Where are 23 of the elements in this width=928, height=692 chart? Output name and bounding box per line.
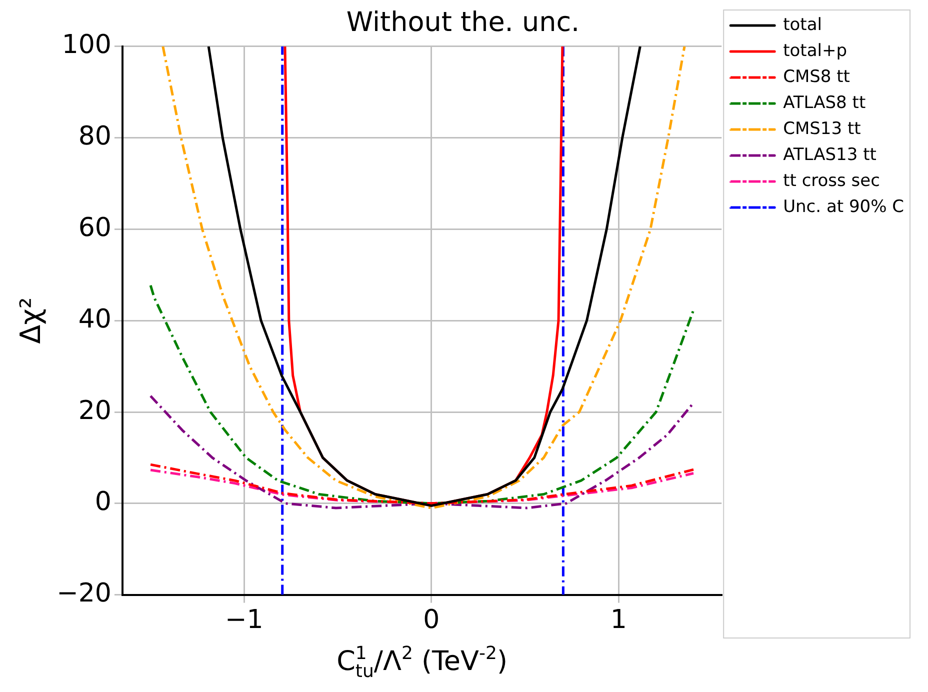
legend-label: Unc. at 90% C (783, 196, 904, 217)
legend-label: CMS13 tt (783, 118, 862, 139)
y-tick-label: 40 (78, 304, 112, 334)
line-series (149, 394, 695, 510)
chart-title: Without the. unc. (346, 7, 580, 38)
legend-label: ATLAS8 tt (783, 92, 866, 113)
y-tick-label: 0 (94, 487, 112, 518)
y-tick-label: 60 (78, 212, 112, 243)
line-series (149, 284, 695, 505)
legend-label: CMS8 tt (783, 66, 850, 87)
legend-label: total (783, 14, 822, 35)
x-tick-label: 1 (610, 605, 627, 636)
legend-label: tt cross sec (783, 170, 880, 191)
x-tick-label: −1 (225, 605, 264, 636)
y-tick-label: −20 (56, 578, 112, 609)
y-tick-label: 100 (62, 30, 112, 60)
y-axis-title: Δχ² (14, 297, 48, 344)
y-tick-label: 20 (78, 396, 112, 426)
y-tick-label: 80 (78, 122, 112, 152)
legend-label: ATLAS13 tt (783, 144, 877, 165)
x-tick-label: 0 (423, 605, 440, 636)
line-series (162, 46, 686, 510)
legend-label: total+p (783, 40, 848, 61)
